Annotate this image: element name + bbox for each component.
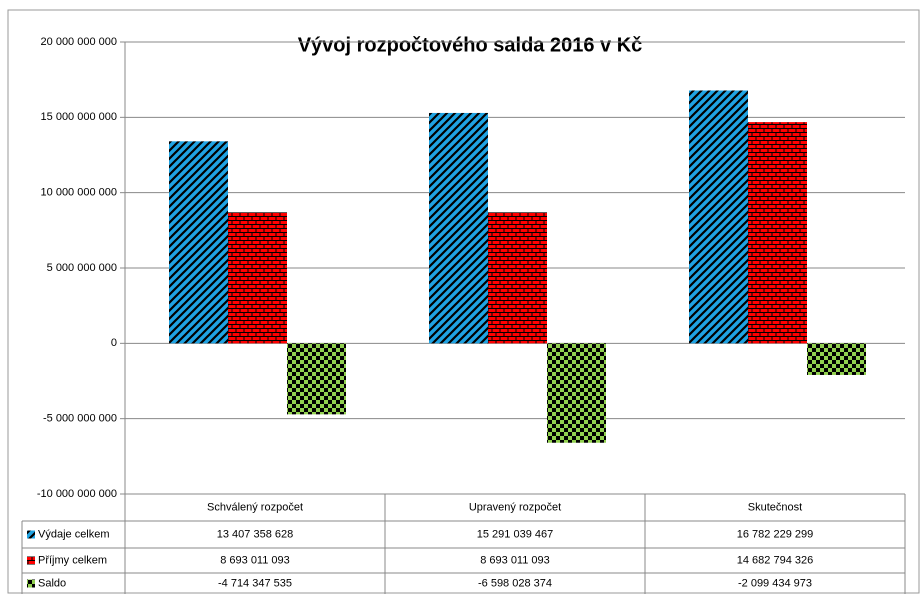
y-tick-label: 10 000 000 000 <box>41 187 117 199</box>
y-tick-label: 15 000 000 000 <box>41 111 117 123</box>
table-value: -4 714 347 535 <box>218 577 292 589</box>
table-value: 14 682 794 326 <box>737 554 813 566</box>
bar <box>228 212 287 344</box>
bar <box>807 343 866 375</box>
legend-label: Výdaje celkem <box>38 528 110 540</box>
legend-label: Příjmy celkem <box>38 554 107 566</box>
legend-label: Saldo <box>38 577 66 589</box>
y-tick-label: -5 000 000 000 <box>43 413 117 425</box>
legend-swatch <box>27 556 35 565</box>
legend-swatch <box>27 530 35 539</box>
bar <box>169 141 228 344</box>
bar <box>547 343 606 443</box>
bar <box>488 212 547 344</box>
legend-swatch <box>27 579 35 588</box>
table-value: -2 099 434 973 <box>738 577 812 589</box>
table-value: 15 291 039 467 <box>477 528 553 540</box>
bar <box>689 90 748 344</box>
category-label: Schválený rozpočet <box>207 501 303 513</box>
table-value: -6 598 028 374 <box>478 577 552 589</box>
table-value: 8 693 011 093 <box>220 554 290 566</box>
y-tick-label: 20 000 000 000 <box>41 36 117 48</box>
table-value: 8 693 011 093 <box>480 554 550 566</box>
y-tick-label: 5 000 000 000 <box>47 262 117 274</box>
chart-title: Vývoj rozpočtového salda 2016 v Kč <box>298 34 643 56</box>
table-value: 16 782 229 299 <box>737 528 813 540</box>
table-value: 13 407 358 628 <box>217 528 293 540</box>
bar <box>287 343 346 415</box>
bar <box>748 122 807 344</box>
category-label: Upravený rozpočet <box>469 501 561 513</box>
y-tick-label: -10 000 000 000 <box>37 488 117 500</box>
bar <box>429 112 488 344</box>
y-tick-label: 0 <box>111 337 117 349</box>
category-label: Skutečnost <box>748 501 802 513</box>
